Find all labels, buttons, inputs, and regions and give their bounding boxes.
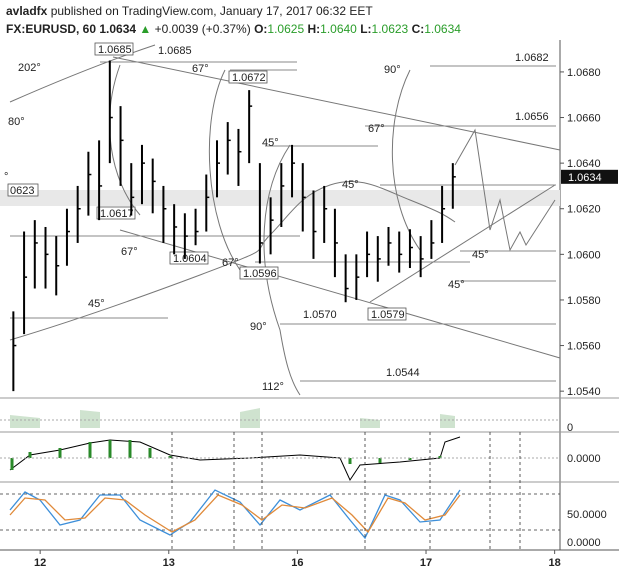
y-tick-label: 1.0540 — [567, 386, 601, 398]
highlight-band — [0, 190, 560, 206]
angle-label: 45° — [262, 137, 279, 149]
blue-ma — [9, 44, 156, 103]
trend-line — [119, 229, 561, 359]
angle-label: ° — [4, 171, 8, 183]
symbol-line: FX:EURUSD, 60 1.0634 ▲ +0.0039 (+0.37%) … — [6, 22, 461, 36]
price-tag-box — [561, 169, 618, 184]
up-arrow: ▲ — [139, 22, 151, 36]
published: published on TradingView.com, January 17… — [51, 4, 374, 18]
y-tick-label: 1.0680 — [567, 67, 601, 79]
label-box — [228, 70, 268, 84]
angle-label: 90° — [384, 64, 401, 76]
x-tick-label: 17 — [420, 557, 432, 569]
volume-bars — [10, 408, 455, 428]
level-label: 1.0617 — [100, 208, 134, 220]
symbol: FX:EURUSD, 60 — [6, 22, 96, 36]
macd-histogram — [10, 440, 442, 470]
angle-label: 80° — [8, 116, 25, 128]
angle-label: 45° — [472, 249, 489, 261]
open: 1.0625 — [267, 22, 304, 36]
level-label: 1.0685 — [98, 44, 132, 56]
y-tick-label: 1.0620 — [567, 204, 601, 216]
last-price: 1.0634 — [99, 22, 136, 36]
angle-label: 67° — [192, 63, 209, 75]
level-label: 1.0596 — [243, 268, 277, 280]
x-tick-label: 13 — [163, 557, 175, 569]
level-label: 1.0570 — [303, 309, 337, 321]
angle-label: 45° — [448, 279, 465, 291]
x-tick-label: 16 — [291, 557, 303, 569]
level-label: 1.0685 — [158, 45, 192, 57]
arc — [208, 69, 241, 271]
y-tick-label: 1.0640 — [567, 158, 601, 170]
angle-label: 45° — [342, 179, 359, 191]
header-line: avladfx published on TradingView.com, Ja… — [6, 4, 373, 18]
angle-label: 67° — [368, 123, 385, 135]
y-tick-label: 1.0580 — [567, 295, 601, 307]
label-box — [239, 266, 279, 280]
trend-line — [369, 184, 556, 303]
label-box — [169, 251, 209, 265]
label-box — [94, 42, 134, 56]
arc — [263, 144, 301, 396]
close-label: C: — [412, 22, 425, 36]
label-box — [7, 183, 39, 197]
price-tag: 1.0634 — [568, 172, 602, 184]
angle-label: 67° — [121, 246, 138, 258]
indicators: 0 0.0000 50.0000 0.0000 — [0, 408, 607, 550]
low-label: L: — [360, 22, 371, 36]
macd-tick: 0.0000 — [567, 453, 601, 465]
level-label: 1.0579 — [371, 309, 405, 321]
arc — [391, 69, 421, 251]
volume-tick: 0 — [567, 422, 573, 434]
open-label: O: — [254, 22, 267, 36]
level-label: 1.0656 — [515, 111, 549, 123]
trend-line — [112, 56, 561, 151]
level-label: 1.0672 — [232, 72, 266, 84]
stoch-k — [9, 489, 461, 540]
level-label: 1.0544 — [386, 367, 420, 379]
close: 1.0634 — [424, 22, 461, 36]
angle-label: 45° — [88, 298, 105, 310]
label-box — [96, 206, 136, 220]
drawings — [9, 44, 561, 396]
level-label: 1.0682 — [515, 52, 549, 64]
stoch-tick: 0.0000 — [567, 537, 601, 549]
angle-label: 202° — [18, 62, 41, 74]
angle-label: 67° — [222, 257, 239, 269]
low: 1.0623 — [372, 22, 409, 36]
x-tick-label: 12 — [34, 557, 46, 569]
annotations: 1.0685 1.0685 1.0672 1.0617 1.0604 1.059… — [4, 42, 549, 393]
high: 1.0640 — [320, 22, 357, 36]
x-tick-label: 18 — [549, 557, 561, 569]
angle-label: 90° — [250, 321, 267, 333]
angle-label: 112° — [262, 381, 284, 393]
high-label: H: — [307, 22, 320, 36]
stoch-d — [9, 494, 461, 534]
y-tick-label: 1.0600 — [567, 249, 601, 261]
level-label: 0623 — [10, 185, 34, 197]
y-tick-label: 1.0560 — [567, 341, 601, 353]
stoch-tick: 50.0000 — [567, 509, 607, 521]
author: avladfx — [6, 4, 48, 18]
projection — [454, 128, 556, 252]
level-label: 1.0604 — [173, 253, 207, 265]
change: +0.0039 (+0.37%) — [155, 22, 251, 36]
y-tick-label: 1.0660 — [567, 113, 601, 125]
label-box — [367, 307, 407, 321]
